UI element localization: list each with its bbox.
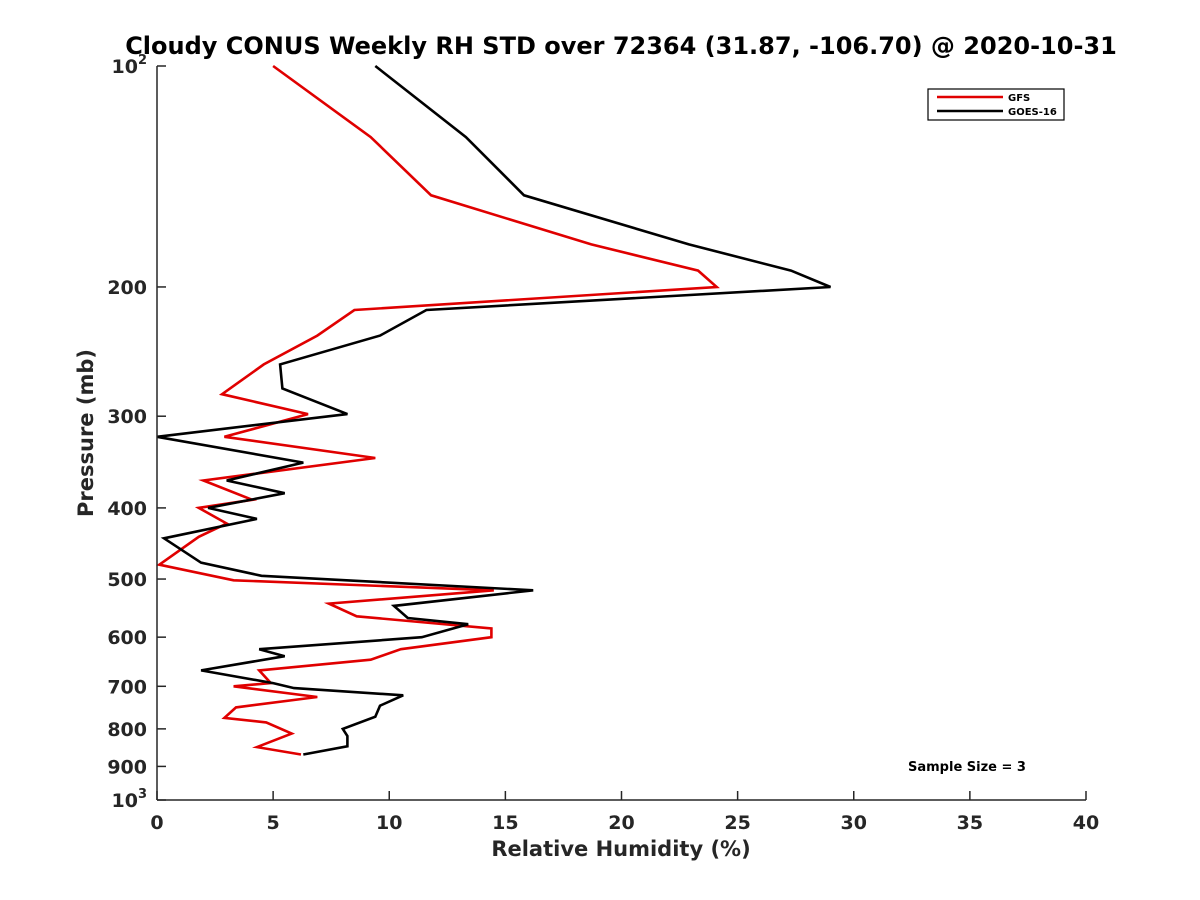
sample-size-annotation: Sample Size = 3: [908, 760, 1026, 775]
y-tick-label: 500: [107, 569, 147, 591]
series-layer: [156, 64, 831, 756]
y-axis-label: Pressure (mb): [74, 349, 98, 517]
x-tick-label: 0: [150, 812, 163, 834]
y-tick-label: 400: [107, 498, 147, 520]
x-ticks: 0 5 10 15 20 25 30 35 40: [150, 791, 1099, 834]
legend-label-goes16: GOES-16: [1008, 107, 1057, 118]
y-tick-label: 103: [112, 787, 148, 812]
chart-title: Cloudy CONUS Weekly RH STD over 72364 (3…: [125, 32, 1117, 60]
y-tick-label: 600: [107, 627, 147, 649]
series-line-gfs: [156, 64, 720, 756]
y-tick-label: 700: [107, 676, 147, 698]
x-tick-label: 40: [1073, 812, 1099, 834]
y-tick-label: 800: [107, 719, 147, 741]
x-tick-label: 15: [492, 812, 518, 834]
y-tick-label: 200: [107, 277, 147, 299]
legend: GFS GOES-16: [927, 88, 1065, 121]
x-tick-label: 20: [608, 812, 634, 834]
legend-box: [927, 88, 1065, 121]
y-tick-label: 900: [107, 756, 147, 778]
x-axis-label: Relative Humidity (%): [491, 837, 750, 861]
y-ticks: 102 200 300 400 500 600 700 800 900 103: [107, 53, 166, 812]
x-tick-label: 25: [724, 812, 750, 834]
x-tick-label: 10: [376, 812, 402, 834]
y-tick-label: 300: [107, 406, 147, 428]
legend-label-gfs: GFS: [1008, 93, 1030, 104]
x-tick-label: 35: [957, 812, 983, 834]
y-tick-label: 102: [112, 53, 148, 78]
x-tick-label: 5: [267, 812, 280, 834]
x-tick-label: 30: [841, 812, 867, 834]
series-line-goes16: [156, 64, 831, 756]
